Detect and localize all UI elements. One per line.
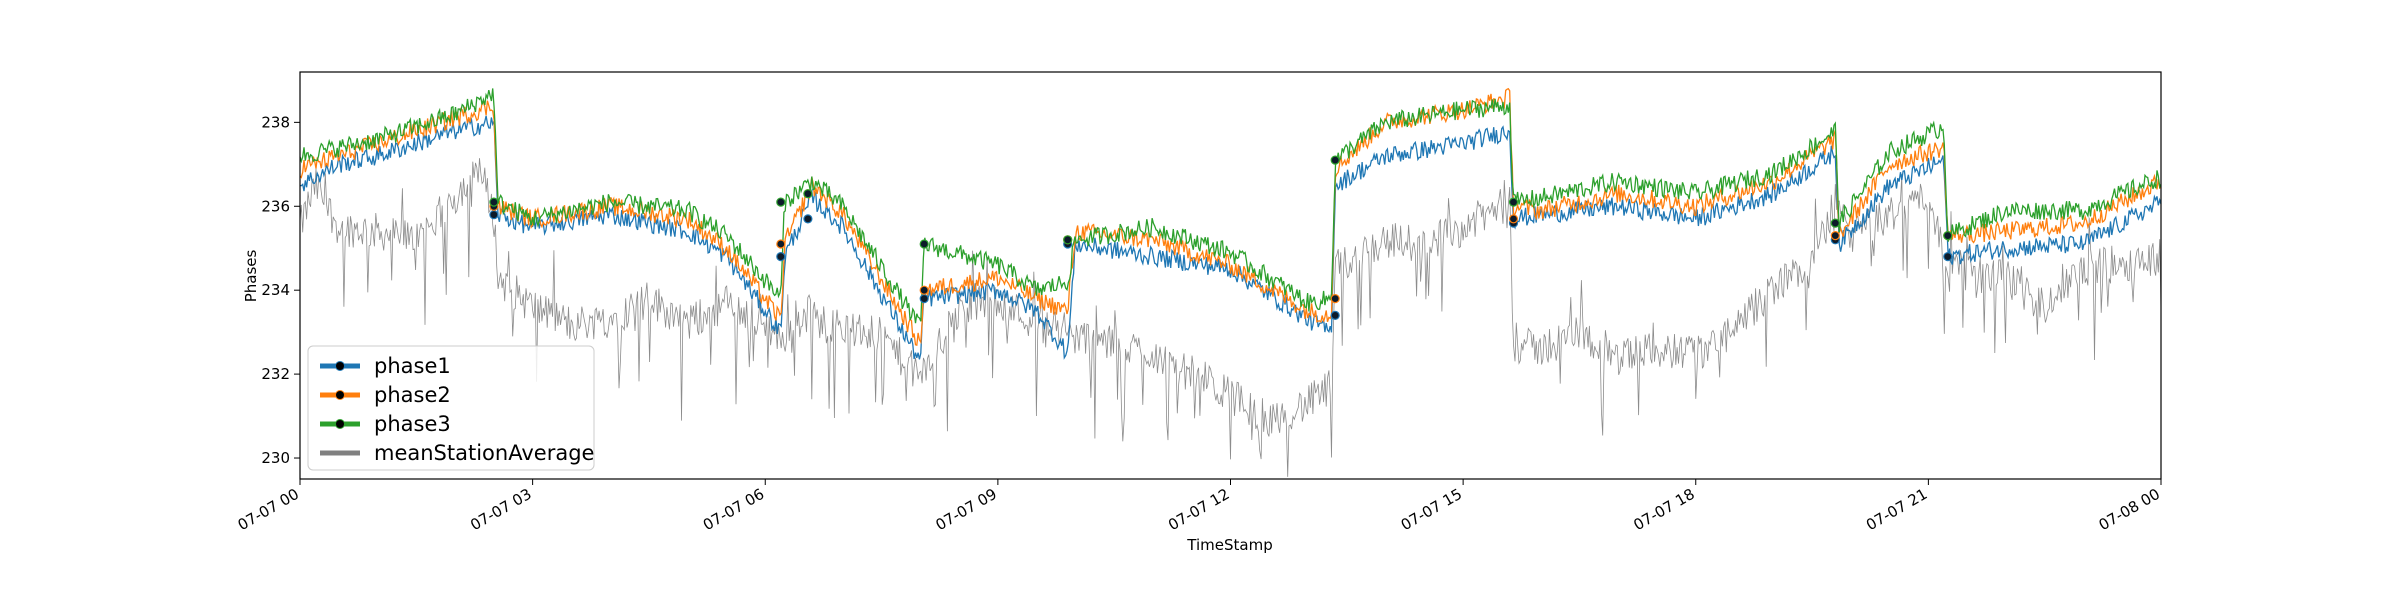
x-tick-label: 07-07 03 [467,485,534,534]
event-marker-phase1 [1330,310,1340,320]
event-marker-phase1 [1943,252,1953,262]
y-axis: 230 232 234 236 238 [261,113,300,467]
event-marker-phase1 [776,252,786,262]
marker-layer [489,155,1953,320]
series-line-phase1 [299,115,2162,360]
legend-label-phase1: phase1 [374,354,451,378]
event-marker-phase3 [1508,197,1519,207]
event-marker-phase3 [1063,235,1073,245]
event-marker-phase3 [1943,231,1953,241]
event-marker-phase2 [776,239,786,249]
event-marker-phase1 [489,210,499,220]
event-marker-phase2 [1508,214,1519,224]
legend-marker-phase1 [335,361,345,371]
event-marker-phase1 [803,214,813,224]
x-axis: 07-07 00 07-07 03 07-07 06 07-07 09 07-07 12… [235,479,2163,534]
event-marker-phase2 [919,285,929,295]
y-axis-label: Phases [242,250,260,303]
series-line-phase3 [299,88,2162,324]
event-marker-phase3 [489,197,499,207]
legend-label-phase2: phase2 [374,383,451,407]
x-tick-label: 07-07 09 [932,485,999,534]
event-marker-phase1 [919,294,929,304]
legend-label-meanStationAverage: meanStationAverage [374,441,594,465]
event-marker-phase3 [919,239,929,249]
x-axis-label: TimeStamp [1186,536,1272,554]
y-tick-label: 232 [261,365,290,383]
event-marker-phase3 [776,197,786,207]
x-tick-label: 07-07 18 [1630,485,1697,534]
legend-marker-phase2 [335,390,345,400]
x-tick-label: 07-07 06 [700,485,767,534]
y-tick-label: 236 [261,197,290,215]
legend-label-phase3: phase3 [374,412,451,436]
event-marker-phase3 [1330,155,1340,165]
event-marker-phase2 [1330,294,1340,304]
x-tick-label: 07-07 00 [235,485,302,534]
event-marker-phase2 [1830,231,1840,241]
legend-box [307,345,595,471]
x-tick-label: 07-07 12 [1165,485,1232,534]
series-layer [299,87,2162,477]
x-tick-label: 07-07 15 [1398,485,1465,534]
y-tick-label: 230 [261,449,290,467]
event-marker-phase3 [1830,218,1840,228]
x-tick-label: 07-07 21 [1863,485,1930,534]
legend: phase1 phase2 phase3 meanStationAverage [307,345,595,471]
y-tick-label: 238 [261,113,290,131]
y-tick-label: 234 [261,281,290,299]
x-tick-label: 07-08 00 [2096,485,2163,534]
event-marker-phase3 [803,189,813,199]
legend-marker-phase3 [335,419,345,429]
